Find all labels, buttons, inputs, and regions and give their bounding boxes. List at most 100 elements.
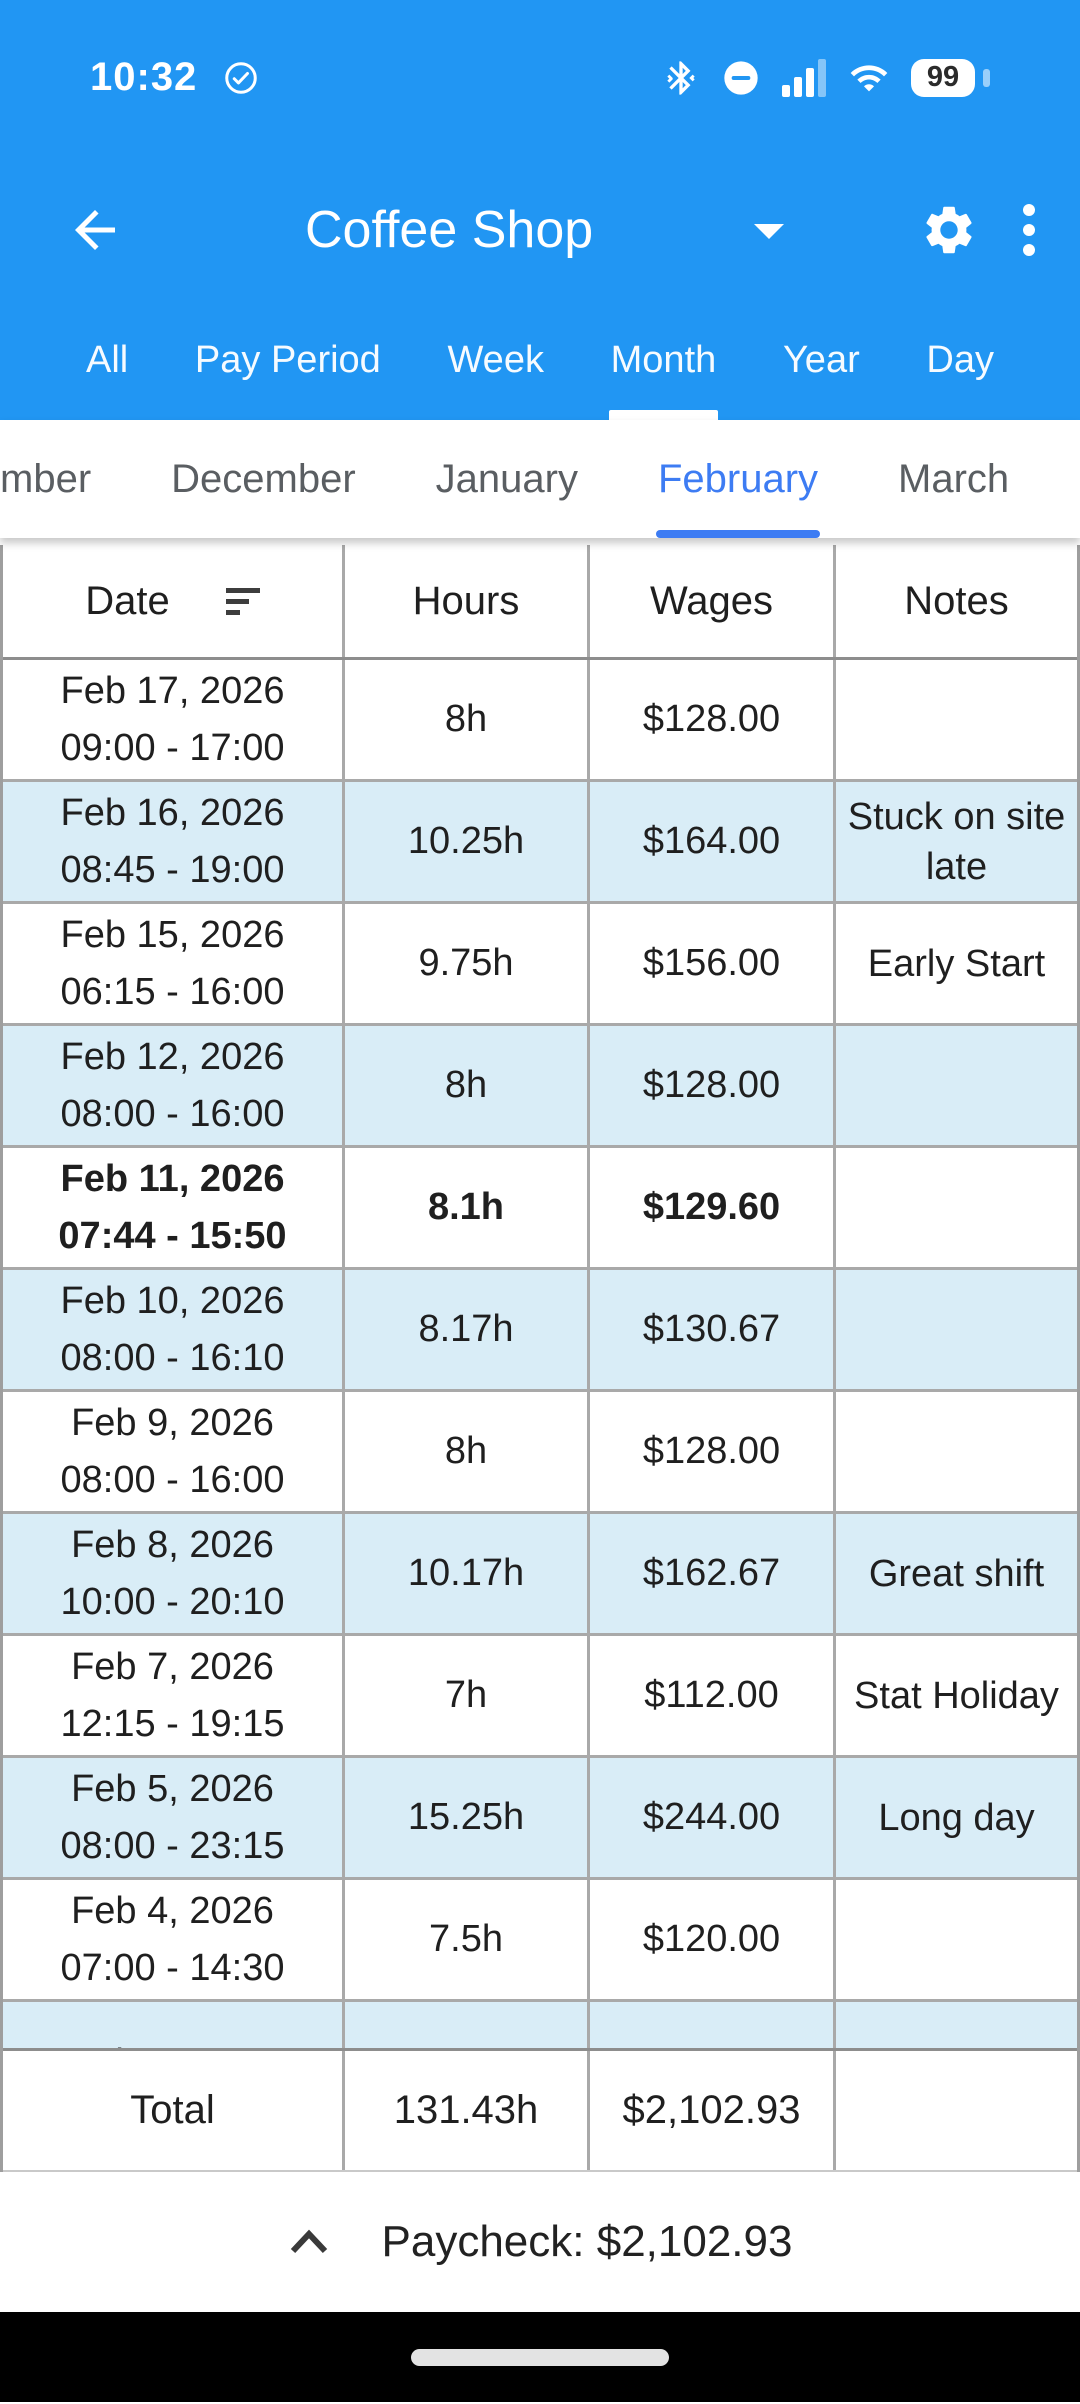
wages-cell: $128.00 bbox=[590, 1392, 836, 1511]
system-nav-bar bbox=[0, 2312, 1080, 2402]
total-row: Total 131.43h $2,102.93 bbox=[3, 2048, 1077, 2172]
wages-cell: $164.00 bbox=[590, 782, 836, 901]
table-row[interactable]: Feb 7, 2026 12:15 - 19:15 7h $112.00 Stat… bbox=[3, 1636, 1077, 1758]
hours-cell: 8h bbox=[345, 1392, 590, 1511]
hours-cell: 10.25h bbox=[345, 782, 590, 901]
date-cell: Feb 7, 2026 12:15 - 19:15 bbox=[3, 1636, 345, 1755]
table-row[interactable]: Feb 4, 2026 07:00 - 14:30 7.5h $120.00 bbox=[3, 1880, 1077, 2002]
date-cell: Feb 11, 2026 07:44 - 15:50 bbox=[3, 1148, 345, 1267]
wages-cell bbox=[590, 2002, 836, 2048]
home-gesture-pill[interactable] bbox=[411, 2348, 669, 2366]
signal-icon bbox=[781, 58, 827, 98]
battery-percent: 99 bbox=[926, 61, 960, 93]
table-row-today[interactable]: Feb 11, 2026 07:44 - 15:50 8.1h $129.60 bbox=[3, 1148, 1077, 1270]
page-title: Coffee Shop bbox=[305, 201, 594, 259]
clock-time: 10:32 bbox=[90, 55, 198, 99]
hours-cell: 10.17h bbox=[345, 1514, 590, 1633]
month-tab-bar: mber December January February March Apr… bbox=[0, 420, 1080, 538]
hours-cell bbox=[345, 2002, 590, 2048]
status-bar: 10:32 bbox=[0, 0, 1080, 130]
active-month-underline bbox=[655, 530, 821, 538]
wages-cell: $129.60 bbox=[590, 1148, 836, 1267]
hours-cell: 7h bbox=[345, 1636, 590, 1755]
notes-cell bbox=[836, 1270, 1077, 1389]
table-row[interactable]: Feb 12, 2026 08:00 - 16:00 8h $128.00 bbox=[3, 1026, 1077, 1148]
do-not-disturb-icon bbox=[721, 58, 761, 98]
date-cell: Feb 5, 2026 08:00 - 23:15 bbox=[3, 1758, 345, 1877]
date-cell: Feb 15, 2026 06:15 - 16:00 bbox=[3, 904, 345, 1023]
battery-icon: 99 bbox=[911, 58, 975, 97]
date-cell: Feb 16, 2026 08:45 - 19:00 bbox=[3, 782, 345, 901]
date-cell: Feb 17, 2026 09:00 - 17:00 bbox=[3, 660, 345, 779]
shifts-table: Date Hours Wages Notes Feb 17, 2026 09:00… bbox=[0, 545, 1080, 2172]
status-left: 10:32 bbox=[90, 55, 259, 100]
hours-cell: 9.75h bbox=[345, 904, 590, 1023]
total-wages: $2,102.93 bbox=[590, 2051, 836, 2170]
table-row[interactable]: Feb 9, 2026 08:00 - 16:00 8h $128.00 bbox=[3, 1392, 1077, 1514]
column-header-hours: Hours bbox=[345, 545, 590, 657]
notes-cell bbox=[836, 1392, 1077, 1511]
table-row[interactable]: Feb 17, 2026 09:00 - 17:00 8h $128.00 bbox=[3, 660, 1077, 782]
notes-cell: Long day bbox=[878, 1796, 1035, 1839]
date-cell: Feb 4, 2026 07:00 - 14:30 bbox=[3, 1880, 345, 1999]
total-notes bbox=[836, 2051, 1077, 2170]
table-row-partial[interactable]: Feb 3, 2026 bbox=[3, 2002, 1077, 2048]
table-row[interactable]: Feb 10, 2026 08:00 - 16:10 8.17h $130.67 bbox=[3, 1270, 1077, 1392]
notes-cell bbox=[836, 1880, 1077, 1999]
wages-cell: $244.00 bbox=[590, 1758, 836, 1877]
column-header-wages: Wages bbox=[590, 545, 836, 657]
tab-week[interactable]: Week bbox=[447, 338, 544, 381]
notes-cell: Stat Holiday bbox=[854, 1674, 1059, 1717]
tab-january[interactable]: January bbox=[435, 456, 578, 501]
date-cell: Feb 8, 2026 10:00 - 20:10 bbox=[3, 1514, 345, 1633]
column-header-date[interactable]: Date bbox=[3, 545, 345, 657]
paycheck-bar[interactable]: Paycheck: $2,102.93 bbox=[0, 2172, 1080, 2312]
tab-november-clipped[interactable]: mber bbox=[0, 456, 92, 501]
back-arrow-icon[interactable] bbox=[65, 200, 125, 260]
table-row[interactable]: Feb 16, 2026 08:45 - 19:00 10.25h $164.00… bbox=[3, 782, 1077, 904]
notes-cell bbox=[836, 660, 1077, 779]
tab-pay-period[interactable]: Pay Period bbox=[194, 338, 381, 381]
gear-icon[interactable] bbox=[920, 201, 978, 259]
hours-cell: 8h bbox=[345, 1026, 590, 1145]
wages-cell: $156.00 bbox=[590, 904, 836, 1023]
active-tab-underline bbox=[608, 410, 719, 420]
overflow-menu-icon[interactable] bbox=[1023, 204, 1035, 256]
sort-icon[interactable] bbox=[225, 587, 260, 615]
hours-cell: 7.5h bbox=[345, 1880, 590, 1999]
period-tab-bar: All Pay Period Week Month Year Day bbox=[0, 300, 1080, 420]
notes-cell bbox=[836, 1026, 1077, 1145]
date-cell: Feb 12, 2026 08:00 - 16:00 bbox=[3, 1026, 345, 1145]
table-row[interactable]: Feb 8, 2026 10:00 - 20:10 10.17h $162.67 … bbox=[3, 1514, 1077, 1636]
chevron-down-icon[interactable] bbox=[733, 194, 805, 266]
wages-cell: $162.67 bbox=[590, 1514, 836, 1633]
wifi-icon bbox=[847, 58, 891, 98]
hours-cell: 8.17h bbox=[345, 1270, 590, 1389]
tab-february[interactable]: February bbox=[655, 420, 821, 538]
tab-day[interactable]: Day bbox=[926, 338, 994, 381]
date-cell: Feb 9, 2026 08:00 - 16:00 bbox=[3, 1392, 345, 1511]
tab-december[interactable]: December bbox=[171, 456, 356, 501]
total-label: Total bbox=[3, 2051, 345, 2170]
tab-all[interactable]: All bbox=[86, 338, 129, 381]
wages-cell: $128.00 bbox=[590, 660, 836, 779]
battery-tip bbox=[983, 68, 990, 87]
tab-year[interactable]: Year bbox=[782, 338, 860, 381]
bluetooth-icon bbox=[661, 58, 701, 98]
notes-cell: Early Start bbox=[867, 942, 1046, 985]
table-row[interactable]: Feb 15, 2026 06:15 - 16:00 9.75h $156.00 … bbox=[3, 904, 1077, 1026]
hours-cell: 15.25h bbox=[345, 1758, 590, 1877]
date-cell: Feb 3, 2026 bbox=[3, 2002, 345, 2048]
check-circle-icon bbox=[223, 60, 259, 96]
date-cell: Feb 10, 2026 08:00 - 16:10 bbox=[3, 1270, 345, 1389]
tab-month[interactable]: Month bbox=[608, 300, 719, 420]
hours-cell: 8h bbox=[345, 660, 590, 779]
tab-march[interactable]: March bbox=[898, 456, 1010, 501]
total-hours: 131.43h bbox=[345, 2051, 590, 2170]
table-row[interactable]: Feb 5, 2026 08:00 - 23:15 15.25h $244.00 … bbox=[3, 1758, 1077, 1880]
notes-cell: Stuck on site late bbox=[847, 795, 1066, 888]
chevron-up-icon[interactable] bbox=[288, 2228, 330, 2256]
wages-cell: $130.67 bbox=[590, 1270, 836, 1389]
app-bar: Coffee Shop bbox=[0, 130, 1080, 300]
wages-cell: $120.00 bbox=[590, 1880, 836, 1999]
